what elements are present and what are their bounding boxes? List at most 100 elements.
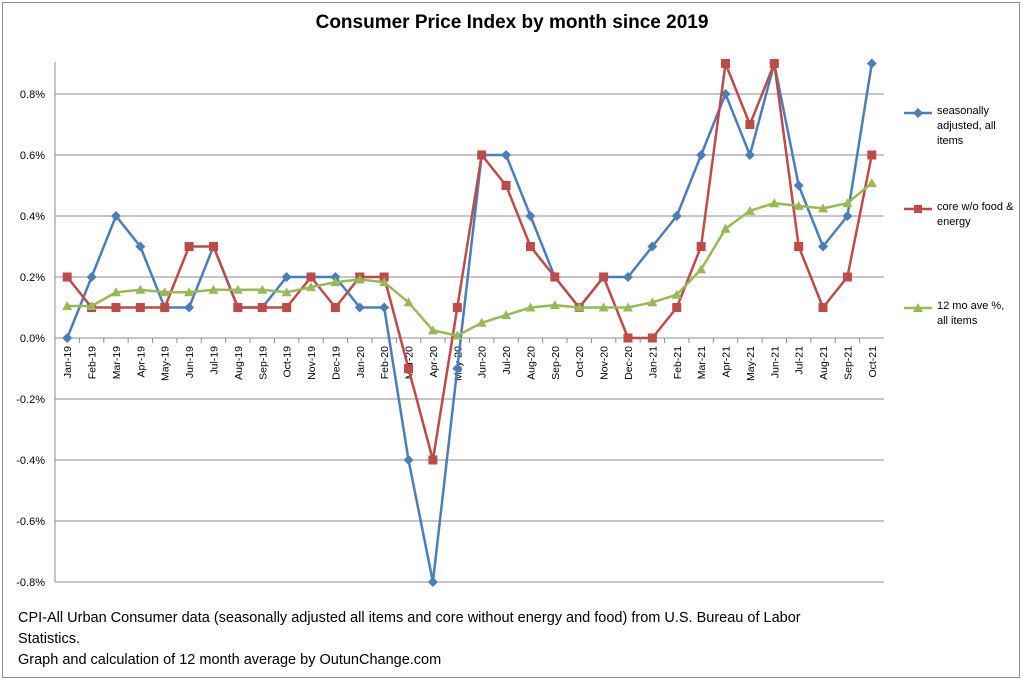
y-tick-label: 0.0% bbox=[20, 333, 45, 345]
data-point bbox=[428, 455, 438, 465]
data-point bbox=[476, 317, 487, 327]
data-point bbox=[232, 284, 243, 294]
data-point bbox=[282, 303, 292, 312]
data-point bbox=[501, 181, 511, 190]
data-point bbox=[379, 272, 389, 282]
x-tick-label: Mar-19 bbox=[111, 346, 123, 379]
x-tick-label: Nov-19 bbox=[306, 346, 318, 380]
data-point bbox=[721, 59, 731, 68]
data-point bbox=[671, 289, 682, 299]
data-point bbox=[672, 303, 682, 312]
data-point bbox=[525, 211, 536, 221]
data-point bbox=[794, 242, 804, 251]
x-tick-label: Nov-20 bbox=[599, 346, 611, 380]
legend-label-1: seasonally adjusted, all items bbox=[937, 105, 996, 147]
data-point bbox=[111, 303, 121, 312]
data-point bbox=[647, 241, 658, 252]
x-tick-label: Apr-20 bbox=[428, 346, 440, 378]
data-point bbox=[404, 364, 414, 373]
data-point bbox=[330, 272, 341, 282]
data-point bbox=[866, 58, 877, 69]
data-point bbox=[549, 300, 560, 310]
data-point bbox=[452, 303, 462, 312]
data-point bbox=[330, 277, 341, 287]
data-point bbox=[671, 211, 682, 221]
data-point bbox=[501, 310, 512, 320]
y-tick-label: 0.8% bbox=[20, 89, 45, 101]
data-point bbox=[598, 302, 609, 312]
legend-item-3: 12 mo ave %, all items bbox=[902, 299, 1014, 333]
data-point bbox=[427, 577, 438, 587]
data-point bbox=[330, 303, 340, 312]
data-point bbox=[403, 455, 414, 465]
data-point bbox=[86, 272, 97, 282]
data-point bbox=[379, 302, 390, 313]
data-point bbox=[769, 198, 780, 208]
data-point bbox=[354, 302, 365, 313]
series-line-1 bbox=[66, 62, 874, 584]
y-tick-label: -0.2% bbox=[16, 394, 45, 406]
data-point bbox=[842, 211, 853, 221]
data-point bbox=[62, 300, 73, 310]
data-point bbox=[818, 241, 829, 252]
data-point bbox=[86, 300, 97, 310]
y-tick-label: 0.4% bbox=[20, 211, 45, 223]
x-tick-label: Aug-20 bbox=[525, 346, 537, 380]
data-point bbox=[184, 302, 195, 313]
data-point bbox=[477, 150, 487, 160]
data-point bbox=[744, 150, 755, 160]
data-point bbox=[208, 242, 218, 251]
legend-item-2: core w/o food & energy bbox=[902, 200, 1014, 250]
x-tick-label: Jul-20 bbox=[501, 346, 513, 375]
data-point bbox=[281, 287, 292, 297]
series-line-2 bbox=[66, 62, 874, 462]
x-tick-label: Sep-21 bbox=[842, 346, 854, 380]
data-point bbox=[647, 297, 658, 307]
data-point bbox=[720, 223, 731, 233]
data-point bbox=[257, 284, 268, 294]
data-point bbox=[110, 211, 121, 221]
x-tick-label: Jun-19 bbox=[184, 346, 196, 378]
data-point bbox=[427, 325, 438, 335]
data-point bbox=[696, 264, 707, 274]
data-point bbox=[184, 242, 194, 251]
data-point bbox=[160, 303, 170, 312]
legend-swatch-1 bbox=[904, 108, 932, 118]
data-point bbox=[62, 333, 73, 343]
series-3 bbox=[62, 178, 877, 340]
data-point bbox=[281, 272, 292, 282]
legend-swatch-3 bbox=[904, 303, 932, 312]
data-point bbox=[208, 284, 219, 294]
data-point bbox=[452, 330, 463, 340]
data-point bbox=[574, 302, 585, 312]
x-tick-label: Jun-21 bbox=[769, 346, 781, 378]
x-tick-label: Feb-19 bbox=[87, 346, 99, 379]
y-tick-label: -0.8% bbox=[16, 577, 45, 589]
x-tick-label: Apr-19 bbox=[135, 346, 147, 378]
x-tick-label: Oct-20 bbox=[574, 346, 586, 378]
chart-title: Consumer Price Index by month since 2019 bbox=[315, 12, 709, 33]
x-tick-label: Apr-21 bbox=[721, 346, 733, 378]
data-point bbox=[501, 150, 512, 160]
x-tick-label: Jan-20 bbox=[355, 346, 367, 378]
caption-line-3: Graph and calculation of 12 month averag… bbox=[18, 652, 442, 668]
data-point bbox=[525, 302, 536, 312]
data-point bbox=[135, 303, 145, 312]
x-tick-label: Oct-19 bbox=[282, 346, 294, 378]
data-point bbox=[403, 297, 414, 307]
legend-label-3: 12 mo ave %, all items bbox=[937, 300, 1005, 327]
series-2 bbox=[62, 59, 877, 465]
data-point bbox=[550, 272, 560, 282]
x-tick-label: Jul-19 bbox=[208, 346, 220, 375]
y-tick-label: 0.6% bbox=[20, 150, 45, 162]
x-tick-label: Sep-19 bbox=[257, 346, 269, 380]
series-line-3 bbox=[67, 182, 873, 337]
data-point bbox=[745, 120, 755, 129]
data-point bbox=[696, 150, 707, 160]
x-tick-label: Mar-21 bbox=[696, 346, 708, 379]
x-tick-label: May-19 bbox=[160, 346, 172, 381]
data-point bbox=[354, 274, 365, 284]
data-point bbox=[599, 272, 609, 282]
x-tick-label: Aug-21 bbox=[818, 346, 830, 380]
